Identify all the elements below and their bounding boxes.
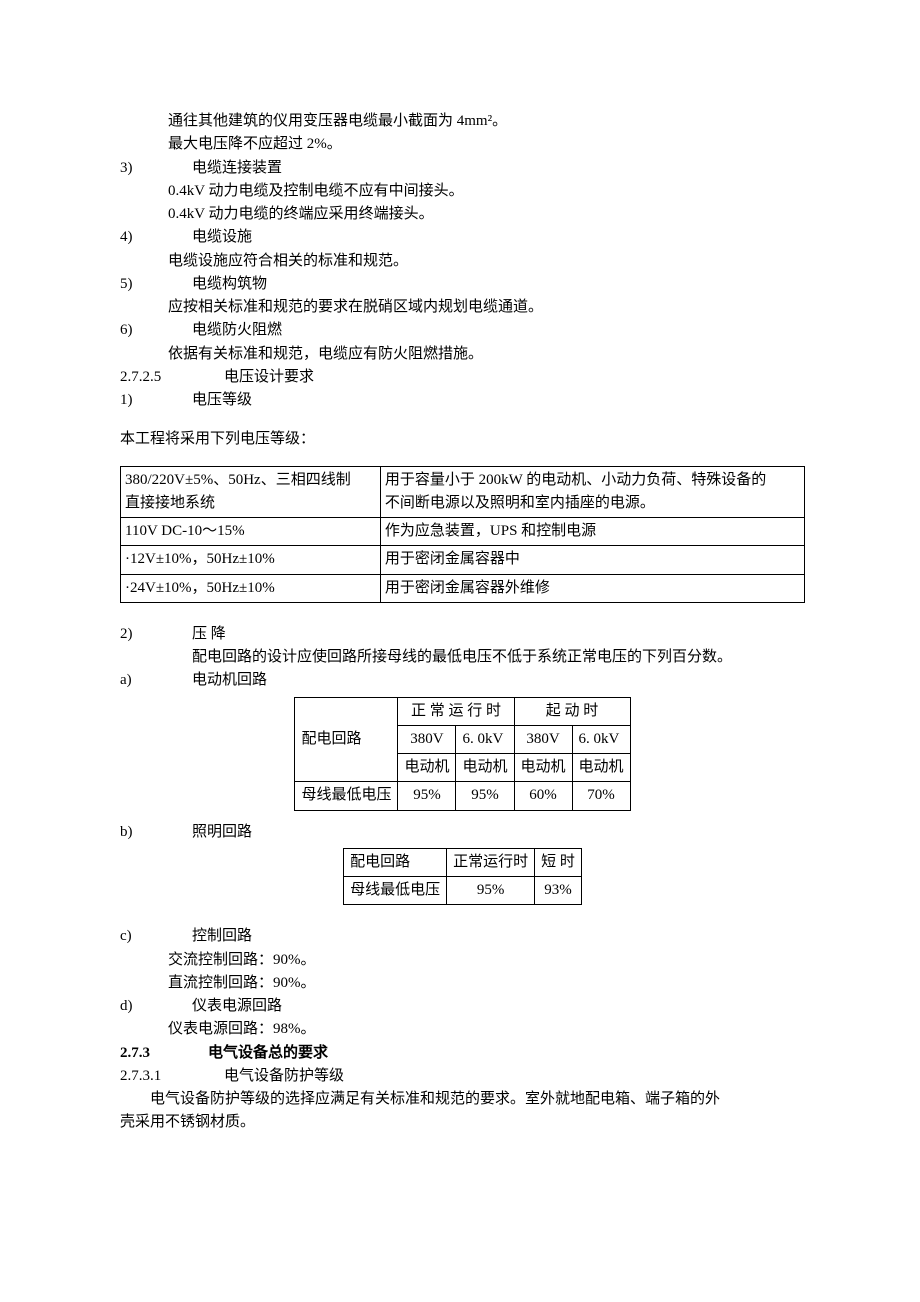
- table-cell: 用于容量小于 200kW 的电动机、小动力负荷、特殊设备的: [385, 469, 800, 492]
- table-cell: 配电回路: [295, 697, 398, 782]
- table-cell: 60%: [514, 782, 572, 810]
- table-cell: 电动机: [398, 754, 456, 782]
- text-line: 最大电压降不应超过 2%。: [120, 133, 805, 156]
- motor-circuit-table: 配电回路 正 常 运 行 时 起 动 时 380V 6. 0kV 380V 6.…: [294, 697, 630, 811]
- table-cell: 用于密闭金属容器中: [380, 546, 804, 574]
- voltage-level-table: 380/220V±5%、50Hz、三相四线制 直接接地系统 用于容量小于 200…: [120, 466, 805, 603]
- list-item-c: c) 控制回路: [120, 925, 805, 948]
- table-cell: 电动机: [514, 754, 572, 782]
- text-line: 配电回路的设计应使回路所接母线的最低电压不低于系统正常电压的下列百分数。: [120, 646, 805, 669]
- item-label: 电动机回路: [192, 669, 805, 692]
- table-cell: 380/220V±5%、50Hz、三相四线制: [125, 469, 376, 492]
- section-label: 电气设备总的要求: [208, 1042, 805, 1065]
- text-line: 应按相关标准和规范的要求在脱硝区域内规划电缆通道。: [120, 296, 805, 319]
- table-cell: 母线最低电压: [295, 782, 398, 810]
- text-line: 电缆设施应符合相关的标准和规范。: [120, 250, 805, 273]
- table-cell: ·24V±10%，50Hz±10%: [121, 574, 381, 602]
- text-line: 依据有关标准和规范，电缆应有防火阻燃措施。: [120, 343, 805, 366]
- item-number: 4): [120, 226, 192, 249]
- list-item-d: d) 仪表电源回路: [120, 995, 805, 1018]
- table-cell: 95%: [398, 782, 456, 810]
- item-label: 电缆设施: [192, 226, 805, 249]
- table-cell: 电动机: [572, 754, 630, 782]
- section-number: 2.7.3: [120, 1042, 208, 1065]
- text-line: 通往其他建筑的仪用变压器电缆最小截面为 4mm²。: [120, 110, 805, 133]
- list-item-1-voltage: 1) 电压等级: [120, 389, 805, 412]
- table-cell: 正 常 运 行 时: [398, 697, 514, 725]
- table-cell: 电动机: [456, 754, 514, 782]
- table-cell: 作为应急装置，UPS 和控制电源: [380, 518, 804, 546]
- text-line: 0.4kV 动力电缆及控制电缆不应有中间接头。: [120, 180, 805, 203]
- table-cell: 93%: [535, 877, 582, 905]
- section-2-7-3-1: 2.7.3.1 电气设备防护等级: [120, 1065, 805, 1088]
- table-cell: 6. 0kV: [456, 725, 514, 753]
- item-label: 照明回路: [192, 821, 805, 844]
- item-number: 2): [120, 623, 192, 646]
- table-cell: 380V: [398, 725, 456, 753]
- list-item-b: b) 照明回路: [120, 821, 805, 844]
- item-number: 6): [120, 319, 192, 342]
- section-2-7-3: 2.7.3 电气设备总的要求: [120, 1042, 805, 1065]
- text-line: 直流控制回路：90%。: [120, 972, 805, 995]
- table-cell: 配电回路: [344, 848, 447, 876]
- item-number: b): [120, 821, 192, 844]
- table-cell: 正常运行时: [447, 848, 535, 876]
- item-label: 电压等级: [192, 389, 805, 412]
- table-cell: 95%: [447, 877, 535, 905]
- table-cell: 110V DC-10～15%: [121, 518, 381, 546]
- table-cell: 用于密闭金属容器外维修: [380, 574, 804, 602]
- table-cell: 母线最低电压: [344, 877, 447, 905]
- table-cell: 70%: [572, 782, 630, 810]
- table-cell: 不间断电源以及照明和室内插座的电源。: [385, 492, 800, 515]
- table-cell: 6. 0kV: [572, 725, 630, 753]
- list-item-4: 4) 电缆设施: [120, 226, 805, 249]
- list-item-3: 3) 电缆连接装置: [120, 157, 805, 180]
- item-number: 5): [120, 273, 192, 296]
- paragraph-line: 壳采用不锈钢材质。: [120, 1111, 805, 1134]
- table-cell: 380V: [514, 725, 572, 753]
- table-cell: 短 时: [535, 848, 582, 876]
- lighting-circuit-table: 配电回路 正常运行时 短 时 母线最低电压 95% 93%: [343, 848, 582, 906]
- table-cell: 起 动 时: [514, 697, 630, 725]
- section-number: 2.7.2.5: [120, 366, 224, 389]
- item-number: a): [120, 669, 192, 692]
- item-label: 电缆构筑物: [192, 273, 805, 296]
- item-label: 仪表电源回路: [192, 995, 805, 1018]
- section-label: 电压设计要求: [224, 366, 805, 389]
- list-item-5: 5) 电缆构筑物: [120, 273, 805, 296]
- section-label: 电气设备防护等级: [224, 1065, 805, 1088]
- text-line: 交流控制回路：90%。: [120, 949, 805, 972]
- item-number: 1): [120, 389, 192, 412]
- section-number: 2.7.3.1: [120, 1065, 224, 1088]
- section-2-7-2-5: 2.7.2.5 电压设计要求: [120, 366, 805, 389]
- table-cell: 95%: [456, 782, 514, 810]
- table-cell: ·12V±10%，50Hz±10%: [121, 546, 381, 574]
- item-number: c): [120, 925, 192, 948]
- item-number: d): [120, 995, 192, 1018]
- item-label: 控制回路: [192, 925, 805, 948]
- list-item-a: a) 电动机回路: [120, 669, 805, 692]
- text-line: 仪表电源回路：98%。: [120, 1018, 805, 1041]
- list-item-6: 6) 电缆防火阻燃: [120, 319, 805, 342]
- paragraph-line: 电气设备防护等级的选择应满足有关标准和规范的要求。室外就地配电箱、端子箱的外: [120, 1088, 805, 1111]
- list-item-2-drop: 2) 压 降: [120, 623, 805, 646]
- item-label: 电缆防火阻燃: [192, 319, 805, 342]
- item-label: 压 降: [192, 623, 805, 646]
- intro-text: 本工程将采用下列电压等级：: [120, 428, 805, 451]
- text-line: 0.4kV 动力电缆的终端应采用终端接头。: [120, 203, 805, 226]
- item-number: 3): [120, 157, 192, 180]
- table-cell: 直接接地系统: [125, 492, 376, 515]
- item-label: 电缆连接装置: [192, 157, 805, 180]
